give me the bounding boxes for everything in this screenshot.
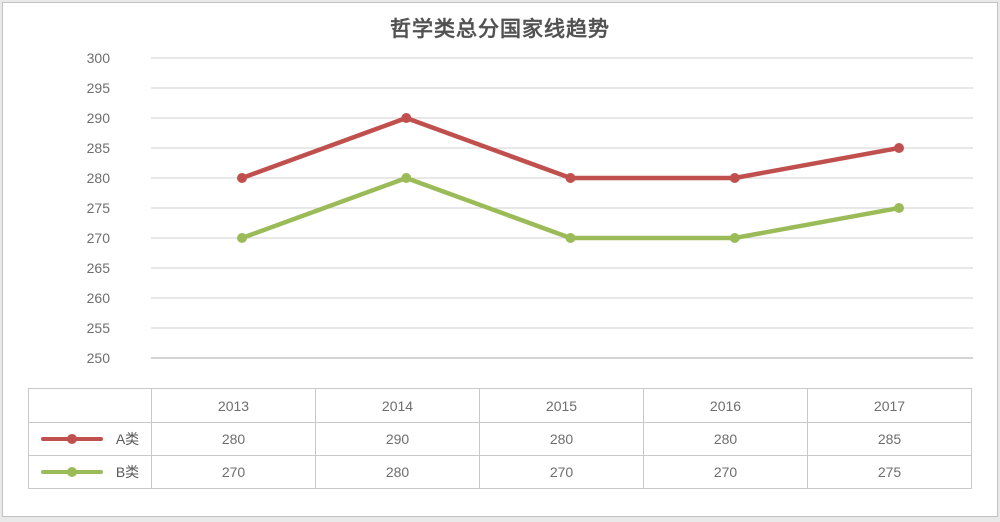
legend-cell-b: B类: [28, 455, 152, 489]
table-cell: 280: [151, 422, 316, 456]
gridlines: [151, 57, 973, 359]
table-cell: 280: [479, 422, 644, 456]
series-a-line-icon: [40, 434, 103, 444]
year-header: 2017: [807, 388, 972, 423]
table-header-row: 2013 2014 2015 2016 2017: [28, 388, 972, 423]
line-chart: [151, 57, 973, 359]
year-header: 2014: [315, 388, 480, 423]
series-a-row: A类 280 290 280 280 285: [28, 422, 972, 456]
series-b-label: B类: [115, 464, 140, 480]
table-cell: 270: [643, 455, 808, 489]
data-table: 2013 2014 2015 2016 2017 A类 280 290 280 …: [28, 388, 972, 489]
series-b-line-icon: [40, 467, 103, 477]
year-header: 2015: [479, 388, 644, 423]
legend-cell-a: A类: [28, 422, 152, 456]
chart-series: [237, 113, 904, 243]
table-cell: 280: [643, 422, 808, 456]
table-cell: 275: [807, 455, 972, 489]
data-table-wrap: 2013 2014 2015 2016 2017 A类 280 290 280 …: [28, 388, 972, 489]
series-b-row: B类 270 280 270 270 275: [28, 455, 972, 489]
year-header: 2013: [151, 388, 316, 423]
table-cell: 290: [315, 422, 480, 456]
table-corner-cell: [28, 388, 152, 423]
year-header: 2016: [643, 388, 808, 423]
table-cell: 280: [315, 455, 480, 489]
table-cell: 285: [807, 422, 972, 456]
series-a-label: A类: [115, 431, 140, 447]
chart-title: 哲学类总分国家线趋势: [390, 18, 610, 41]
table-cell: 270: [151, 455, 316, 489]
table-cell: 270: [479, 455, 644, 489]
